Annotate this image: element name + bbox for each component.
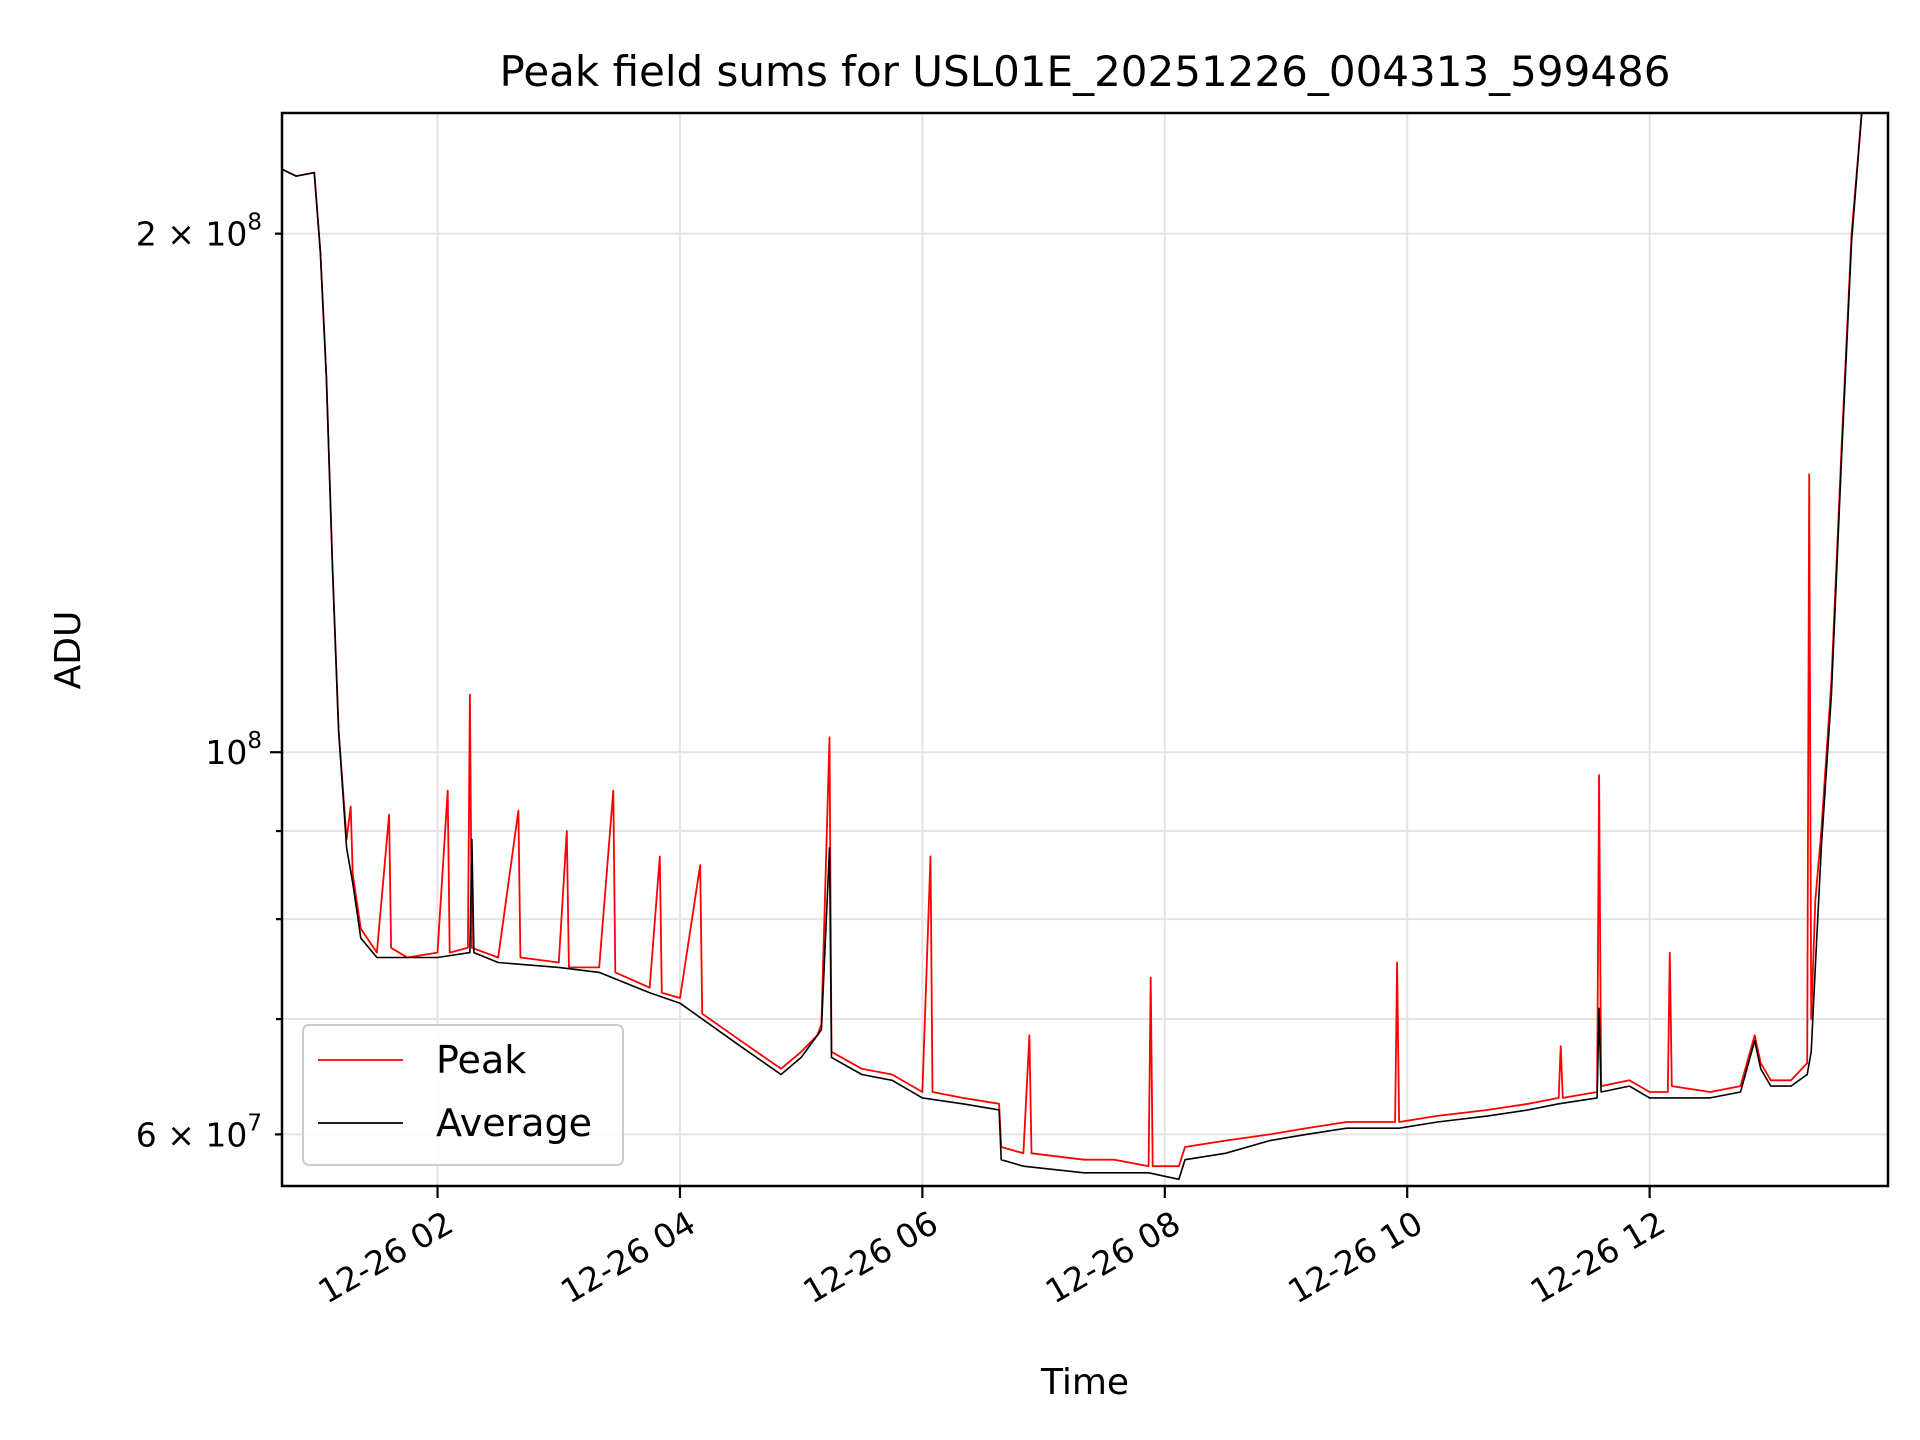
plot-frame — [280, 111, 1890, 1188]
series-layer — [282, 113, 1863, 1181]
legend: Peak Average — [302, 1024, 624, 1166]
chart-title: Peak field sums for USL01E_20251226_0043… — [499, 47, 1670, 96]
x-tick-label: 12-26 06 — [796, 1203, 944, 1311]
x-tick-label: 12-26 10 — [1281, 1203, 1429, 1311]
series-line-peak — [282, 113, 1863, 1168]
x-axis: 12-26 02 12-26 04 12-26 06 12-26 08 12-26 10… — [312, 1186, 1672, 1311]
x-tick-label: 12-26 02 — [312, 1203, 460, 1311]
x-tick-label: 12-26 04 — [554, 1203, 702, 1311]
x-tick-label: 12-26 08 — [1039, 1203, 1187, 1311]
series-line-average — [282, 113, 1863, 1181]
y-axis-label: ADU — [48, 611, 89, 690]
x-tick-label: 12-26 12 — [1524, 1203, 1672, 1311]
y-tick-label: 108 — [205, 728, 262, 772]
y-tick-label: 6 × 107 — [136, 1110, 262, 1154]
x-axis-label: Time — [1040, 1362, 1129, 1403]
legend-average-label: Average — [436, 1101, 592, 1145]
legend-peak-label: Peak — [436, 1038, 526, 1082]
y-axis: 6 × 107 108 2 × 108 — [136, 210, 282, 1154]
y-tick-label: 2 × 108 — [136, 210, 262, 254]
